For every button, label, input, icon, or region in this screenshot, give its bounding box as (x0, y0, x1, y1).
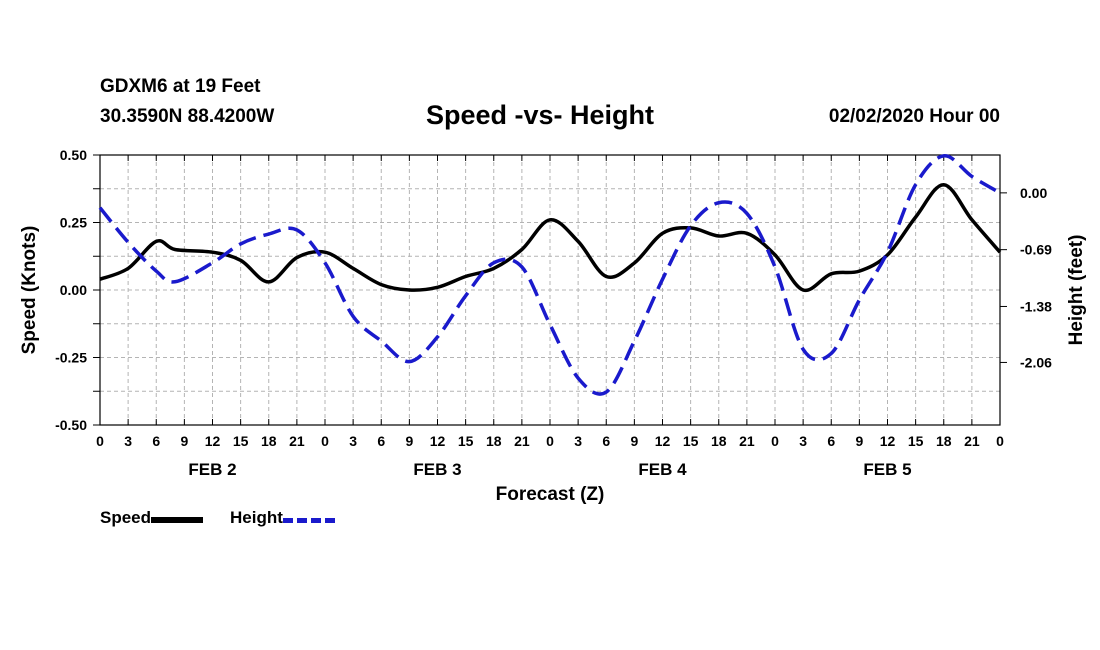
right-axis-label: Height (feet) (1066, 235, 1087, 346)
x-tick-label: 12 (880, 433, 896, 449)
chart-title: Speed -vs- Height (426, 100, 655, 130)
x-tick-label: 15 (908, 433, 924, 449)
x-tick-label: 12 (205, 433, 221, 449)
x-tick-label: 6 (602, 433, 610, 449)
x-tick-label: 21 (964, 433, 980, 449)
x-tick-label: 15 (458, 433, 474, 449)
forecast-datetime: 02/02/2020 Hour 00 (828, 106, 1000, 127)
right-tick-label: 0.00 (1020, 185, 1047, 201)
x-tick-label: 21 (289, 433, 305, 449)
x-tick-label: 21 (514, 433, 530, 449)
left-axis-label: Speed (Knots) (19, 226, 40, 355)
x-tick-label: 18 (711, 433, 727, 449)
x-tick-label: 0 (96, 433, 104, 449)
right-tick-label: -0.69 (1020, 242, 1052, 258)
series-line-height (98, 154, 1001, 396)
x-tick-label: 15 (683, 433, 699, 449)
x-tick-label: 12 (655, 433, 671, 449)
legend-height: Height (230, 508, 335, 528)
x-tick-label: 21 (739, 433, 755, 449)
day-label: FEB 4 (638, 460, 687, 479)
x-tick-label: 9 (405, 433, 413, 449)
legend-height-swatch (282, 517, 335, 523)
left-tick-label: -0.50 (55, 417, 87, 433)
x-tick-label: 18 (261, 433, 277, 449)
left-tick-label: 0.25 (60, 215, 87, 231)
x-tick-label: 9 (180, 433, 188, 449)
station-coordinates: 30.3590N 88.4200W (100, 106, 275, 127)
left-tick-label: 0.50 (60, 147, 87, 163)
legend-height-label: Height (230, 508, 283, 527)
x-tick-label: 15 (233, 433, 249, 449)
left-tick-label: -0.25 (55, 350, 87, 366)
x-tick-label: 0 (546, 433, 554, 449)
x-tick-label: 9 (855, 433, 863, 449)
x-tick-label: 0 (996, 433, 1004, 449)
axis-labels: 0 3 6 9 12 15 18 21 0 3 6 9 12 15 18 21 0 3 6 9 12 15 18 21 0 3 6 9… (55, 147, 1052, 479)
x-tick-label: 3 (349, 433, 357, 449)
x-tick-label: 3 (124, 433, 132, 449)
x-tick-label: 6 (377, 433, 385, 449)
series-line-speed (99, 182, 1002, 293)
day-label: FEB 2 (188, 460, 236, 479)
x-tick-label: 18 (486, 433, 502, 449)
right-tick-label: -1.38 (1020, 298, 1052, 314)
series-height (98, 154, 1001, 396)
grid (100, 155, 1000, 425)
axis-ticks (93, 154, 1007, 426)
legend-speed-swatch (151, 517, 204, 523)
x-tick-label: 3 (799, 433, 807, 449)
x-tick-label: 6 (827, 433, 835, 449)
x-tick-label: 18 (936, 433, 952, 449)
series-lines (98, 154, 1002, 396)
x-tick-label: 0 (771, 433, 779, 449)
legend-speed: Speed (100, 508, 204, 528)
x-tick-label: 0 (321, 433, 329, 449)
legend-speed-label: Speed (100, 508, 152, 527)
day-label: FEB 5 (863, 460, 911, 479)
left-tick-label: 0.00 (60, 282, 87, 298)
x-axis-label: Forecast (Z) (496, 484, 605, 505)
series-speed (99, 182, 1002, 293)
x-tick-label: 9 (630, 433, 638, 449)
x-tick-label: 3 (574, 433, 582, 449)
station-name: GDXM6 at 19 Feet (100, 76, 261, 97)
x-tick-label: 12 (430, 433, 446, 449)
day-label: FEB 3 (413, 460, 461, 479)
right-tick-label: -2.06 (1020, 354, 1052, 370)
x-tick-label: 6 (152, 433, 160, 449)
